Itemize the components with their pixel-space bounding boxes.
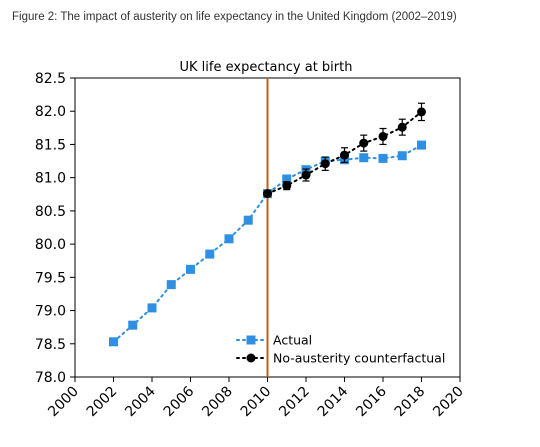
legend-label: Actual: [273, 333, 312, 348]
legend-marker-circle: [246, 353, 256, 363]
x-tick-label: 2000: [45, 384, 82, 421]
x-axis: 2000 2002 2004 2006 2008 2010 2012 2014 2016 2018…: [45, 377, 467, 420]
legend-label: No-austerity counterfactual: [273, 351, 445, 366]
actual-point: [243, 215, 253, 225]
actual-point: [417, 140, 426, 150]
counterfactual-point: [397, 122, 407, 132]
actual-point: [359, 153, 369, 163]
series-line-actual: [112, 144, 423, 343]
actual-point: [147, 303, 157, 313]
counterfactual-point: [378, 131, 388, 141]
actual-point: [109, 337, 118, 347]
y-tick-label: 80.0: [35, 237, 66, 253]
x-tick-label: 2014: [315, 383, 352, 420]
counterfactual-point: [417, 107, 426, 117]
counterfactual-point: [282, 181, 292, 191]
figure-caption: Figure 2: The impact of austerity on lif…: [12, 11, 457, 23]
actual-point: [282, 174, 292, 184]
y-axis: 78.0 78.5 79.0 79.5 80.0 80.5 81.0 81.5 82.0 82.5: [35, 71, 75, 386]
legend: Actual No-austerity counterfactual: [236, 333, 445, 366]
counterfactual-point: [359, 138, 369, 148]
actual-point: [224, 234, 234, 244]
y-tick-label: 82.5: [35, 71, 66, 87]
x-tick-label: 2008: [199, 384, 236, 421]
y-tick-label: 81.5: [35, 137, 66, 153]
legend-marker-square: [246, 335, 256, 345]
y-tick-label: 79.0: [35, 304, 66, 320]
x-tick-label: 2016: [353, 383, 390, 420]
x-tick-label: 2012: [276, 384, 313, 421]
x-tick-label: 2004: [122, 383, 159, 420]
y-tick-label: 78.0: [35, 370, 66, 386]
x-tick-label: 2002: [84, 384, 121, 421]
y-tick-label: 80.5: [35, 204, 66, 220]
x-tick-label: 2006: [161, 383, 198, 420]
x-tick-label: 2010: [238, 384, 275, 421]
x-tick-label: 2020: [430, 384, 467, 421]
chart-title: UK life expectancy at birth: [180, 60, 353, 75]
counterfactual-point: [263, 189, 272, 199]
actual-point: [205, 249, 215, 259]
x-tick-label: 2018: [392, 384, 429, 421]
actual-point: [166, 280, 176, 290]
y-tick-label: 82.0: [35, 104, 66, 120]
actual-point: [186, 264, 195, 274]
y-tick-label: 78.5: [35, 337, 66, 353]
actual-point: [378, 153, 388, 163]
counterfactual-point: [320, 159, 330, 169]
series-layer: [109, 102, 426, 347]
actual-point: [128, 320, 138, 330]
counterfactual-point: [301, 170, 311, 180]
counterfactual-point: [340, 150, 349, 160]
actual-point: [397, 151, 407, 161]
y-tick-label: 81.0: [35, 171, 66, 187]
y-tick-label: 79.5: [35, 270, 66, 286]
